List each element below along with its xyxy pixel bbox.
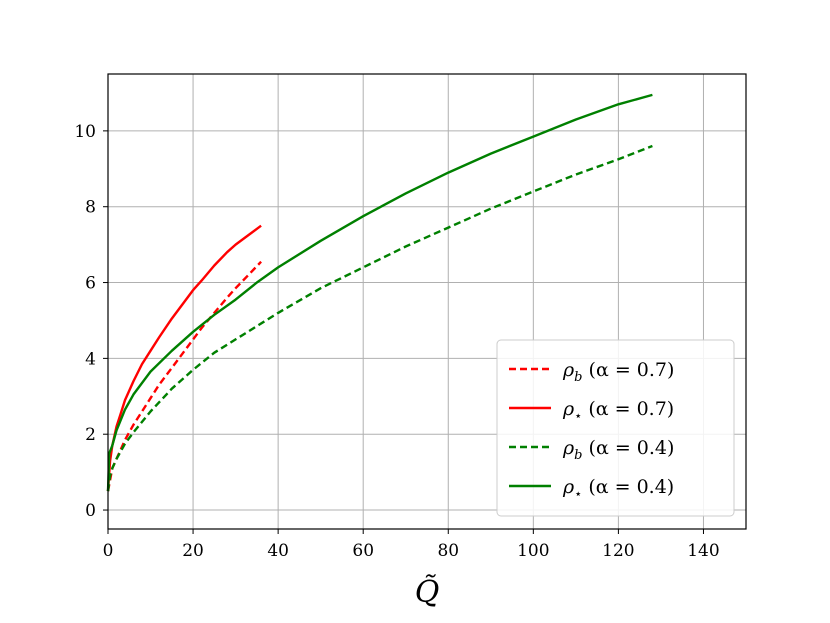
x-tick-label: 140 — [687, 541, 719, 561]
x-tick-label: 60 — [352, 541, 374, 561]
x-tick-label: 100 — [517, 541, 549, 561]
y-tick-label: 4 — [85, 349, 96, 369]
legend-label: ρb (α = 0.4) — [562, 437, 674, 463]
legend: ρb (α = 0.7) ρ⋆ (α = 0.7) ρb (α = 0.4) ρ⋆ (… — [496, 339, 735, 517]
plot-frame — [107, 73, 747, 530]
plot-series — [106, 93, 653, 492]
y-tick-label: 2 — [85, 425, 96, 445]
x-tick-label: 120 — [602, 541, 634, 561]
legend-label: ρ⋆ (α = 0.7) — [562, 398, 674, 424]
legend-label: ρ⋆ (α = 0.4) — [562, 476, 674, 502]
y-tick-label: 0 — [85, 501, 96, 521]
x-axis-title: Q̃ — [415, 575, 440, 610]
x-tick-label: 80 — [437, 541, 459, 561]
series-line-3 — [106, 144, 653, 492]
y-tick-label: 10 — [74, 122, 96, 142]
series-line-4 — [106, 93, 653, 492]
y-tick-label: 8 — [85, 198, 96, 218]
series-line-1 — [106, 260, 262, 492]
x-tick-label: 20 — [182, 541, 204, 561]
legend-label: ρb (α = 0.7) — [562, 359, 674, 385]
legend-box — [496, 339, 735, 517]
x-tick-label: 40 — [267, 541, 289, 561]
x-tick-label: 0 — [103, 541, 114, 561]
axis-ticks: 0 20 40 60 80 100 120 140 0 2 4 6 8 10 — [74, 122, 719, 561]
grid-lines — [107, 74, 746, 529]
series-line-2 — [106, 224, 262, 492]
y-tick-label: 6 — [85, 274, 96, 294]
